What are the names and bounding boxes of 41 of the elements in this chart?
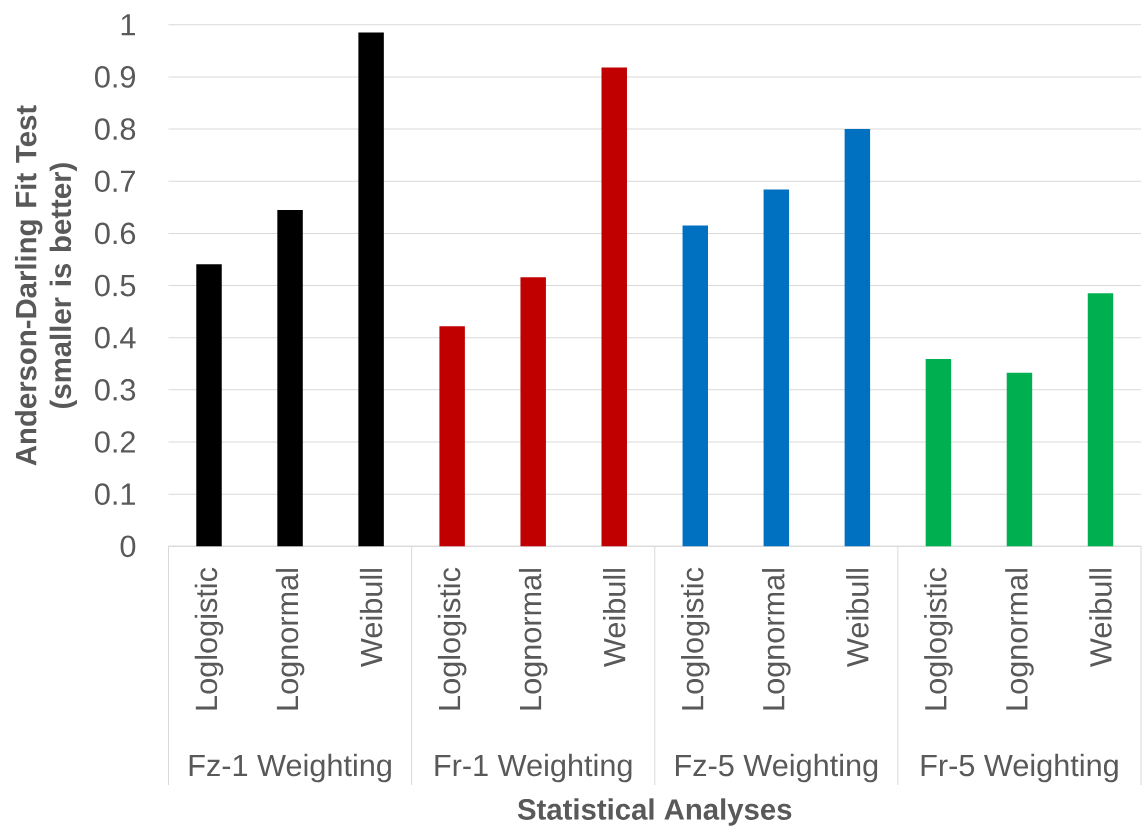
bar: [277, 209, 303, 547]
x-tick-label: Loglogistic: [680, 567, 710, 710]
x-tick-label: Weibull: [359, 569, 383, 667]
y-tick-label: 0.2: [95, 431, 135, 453]
text: Fz-5 Weighting: [676, 753, 878, 783]
bar: [601, 67, 627, 547]
y-tick-label: 0.3: [95, 378, 136, 401]
text: Fr-5 Weighting: [921, 753, 1118, 783]
y-tick-label: 0.5: [95, 274, 136, 297]
bar: [358, 32, 384, 547]
y-tick-label: 0.4: [95, 326, 136, 349]
y-tick-label: 0.6: [95, 222, 136, 245]
y-tick-label: 0.9: [95, 66, 135, 88]
y-tick-label: 0.8: [95, 118, 136, 140]
x-tick-label: Loglogistic: [194, 567, 224, 710]
x-tick-label: Weibull: [846, 569, 869, 667]
x-tick-label: Lognormal: [1005, 569, 1034, 710]
bar: [844, 129, 871, 547]
text: Fz-1 Weighting: [189, 753, 391, 783]
x-axis-title: Statistical Analyses: [517, 798, 792, 826]
x-tick-label: Lognormal: [762, 569, 791, 710]
y-tick-label: 0.1: [95, 483, 135, 505]
bar: [925, 359, 952, 547]
bar: [439, 326, 465, 547]
x-tick-label: Loglogistic: [924, 567, 953, 710]
bar: [763, 189, 790, 547]
x-tick-label: Lognormal: [518, 569, 548, 710]
y-tick-label: 0: [120, 535, 136, 558]
bar: [1006, 372, 1033, 547]
x-tick-label: Weibull: [1089, 569, 1112, 667]
text: Fr-1 Weighting: [435, 753, 632, 783]
x-tick-label: Loglogistic: [437, 567, 467, 710]
y-axis-title: Anderson-Darling Fit Test (smaller is better): [14, 105, 77, 466]
bar: [682, 225, 709, 547]
y-tick-label: 1: [121, 14, 135, 36]
y-tick-label: 0.7: [95, 170, 135, 193]
bar: [1087, 293, 1114, 547]
x-tick-label: Weibull: [602, 569, 626, 667]
bar: [520, 277, 546, 547]
x-tick-label: Lognormal: [275, 569, 305, 710]
bar: [196, 264, 222, 547]
